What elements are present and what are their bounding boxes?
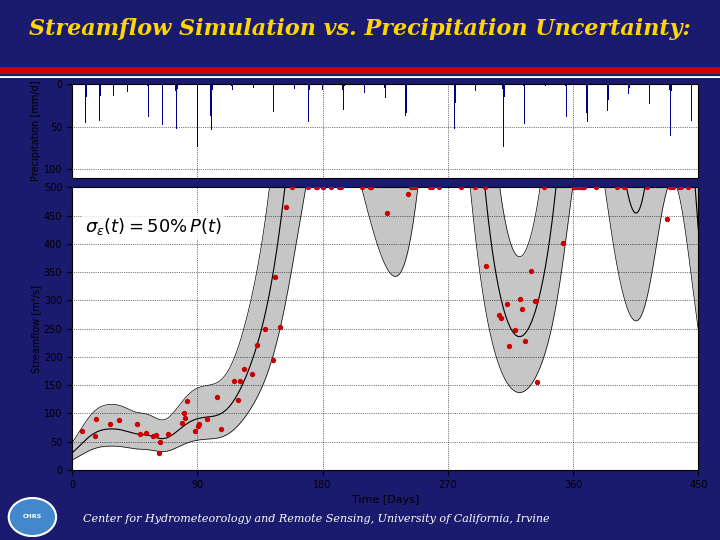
Point (568, 183, 580, 192)
Text: Streamflow Simulation vs. Precipitation Uncertainty:: Streamflow Simulation vs. Precipitation … (29, 18, 691, 40)
Point (405, 183, 417, 192)
Point (531, 296, 542, 305)
Point (406, 183, 418, 192)
Point (531, 378, 543, 387)
Point (148, 432, 159, 441)
Point (538, 183, 549, 192)
Point (267, 355, 279, 364)
Point (673, 183, 685, 192)
Point (189, 426, 200, 435)
Point (402, 190, 413, 199)
Point (662, 214, 673, 223)
Point (495, 314, 506, 322)
Point (335, 183, 346, 192)
Point (228, 377, 240, 386)
Point (194, 420, 205, 429)
Point (155, 437, 166, 446)
Point (611, 183, 623, 192)
Text: $\sigma_{\varepsilon}(t) = 50\%\, P(t)$: $\sigma_{\varepsilon}(t) = 50\%\, P(t)$ (84, 215, 222, 237)
Point (577, 183, 589, 192)
Point (572, 183, 583, 192)
Point (433, 183, 445, 192)
Point (665, 183, 676, 192)
Point (516, 304, 528, 313)
Point (364, 183, 376, 192)
Point (333, 183, 345, 192)
Point (317, 183, 328, 192)
Point (410, 183, 421, 192)
Point (235, 377, 246, 386)
Point (641, 183, 652, 192)
Point (280, 202, 292, 211)
Point (514, 295, 526, 303)
Point (181, 397, 193, 406)
Point (667, 183, 679, 192)
Point (570, 183, 581, 192)
Point (356, 183, 367, 192)
Point (179, 408, 190, 417)
Point (310, 183, 322, 192)
Point (318, 183, 329, 192)
Point (215, 424, 226, 433)
Point (132, 420, 143, 429)
Point (104, 420, 116, 428)
Point (493, 310, 505, 319)
Point (211, 393, 222, 402)
Point (365, 183, 377, 192)
Text: CHRS: CHRS (23, 514, 42, 519)
Point (519, 336, 531, 345)
Y-axis label: Precipitation [mm/d]: Precipitation [mm/d] (31, 80, 41, 181)
Point (509, 326, 521, 334)
Point (89, 432, 100, 441)
Point (501, 299, 513, 308)
Point (311, 183, 323, 192)
Point (153, 449, 165, 457)
Point (238, 365, 250, 374)
Point (302, 183, 314, 192)
Point (286, 183, 297, 192)
Point (675, 183, 687, 192)
Point (525, 267, 536, 275)
Point (91, 415, 102, 423)
Point (557, 239, 569, 247)
Point (503, 341, 515, 350)
Point (479, 183, 490, 192)
Point (455, 183, 467, 192)
Point (682, 183, 693, 192)
Point (192, 422, 204, 430)
Point (426, 183, 438, 192)
Point (162, 430, 174, 438)
Point (575, 183, 587, 192)
Point (325, 183, 337, 192)
Point (381, 209, 392, 218)
Text: Center for Hydrometeorology and Remote Sensing, University of California, Irvine: Center for Hydrometeorology and Remote S… (83, 514, 549, 524)
Point (113, 416, 125, 424)
Point (259, 324, 271, 333)
Point (480, 261, 492, 270)
Point (135, 430, 146, 438)
Point (247, 369, 258, 378)
Point (530, 297, 541, 306)
Point (76, 427, 88, 435)
Point (424, 183, 436, 192)
Y-axis label: Streamflow [m³/s]: Streamflow [m³/s] (31, 285, 41, 373)
Point (274, 322, 285, 331)
Point (590, 183, 602, 192)
Point (618, 183, 630, 192)
Point (150, 430, 162, 439)
Point (469, 183, 481, 192)
Point (233, 396, 244, 404)
Point (176, 419, 187, 428)
Point (140, 429, 152, 437)
Point (179, 414, 191, 422)
Point (251, 341, 262, 349)
Point (575, 183, 586, 192)
X-axis label: Time [Days]: Time [Days] (351, 495, 419, 505)
Circle shape (9, 498, 56, 536)
Point (269, 272, 280, 281)
Point (578, 183, 590, 192)
Point (577, 183, 588, 192)
Point (201, 415, 212, 423)
